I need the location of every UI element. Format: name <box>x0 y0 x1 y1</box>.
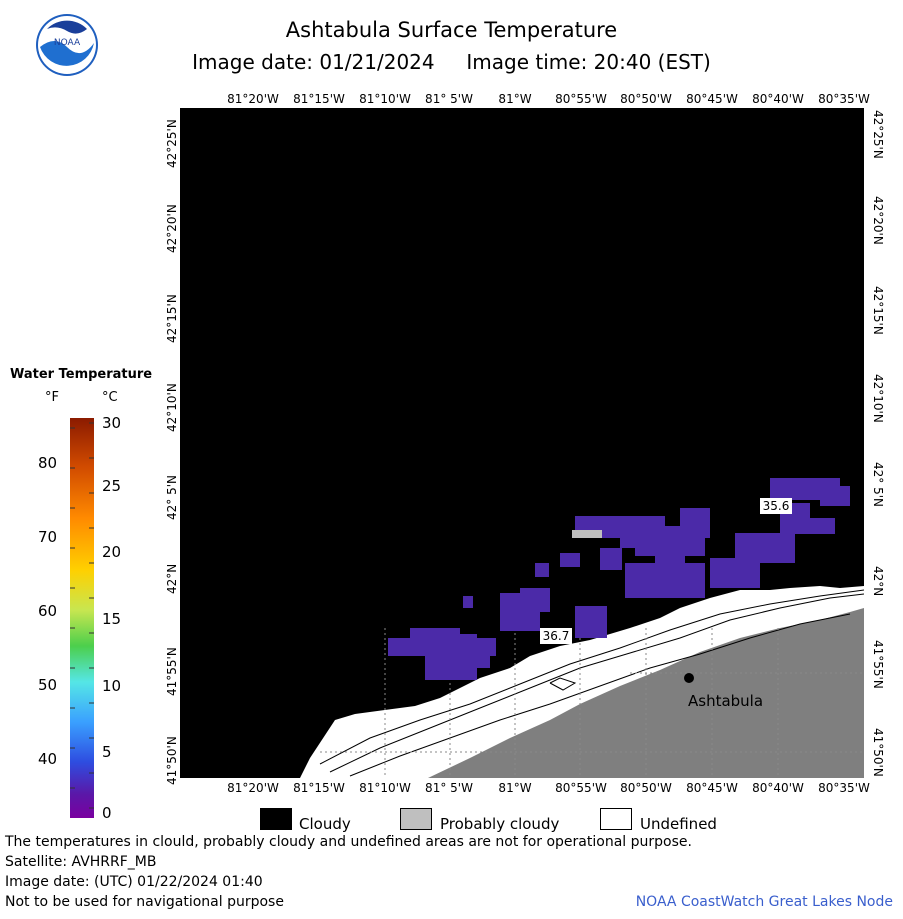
lat-label: 42°15'N <box>871 286 885 335</box>
lon-label: 81°20'W <box>227 92 279 106</box>
footer-utc-date: Image date: (UTC) 01/22/2024 01:40 <box>5 874 263 890</box>
temp-label-box <box>540 628 572 644</box>
legend-c-tick: 30 <box>102 414 122 432</box>
footer-nav-warning: Not to be used for navigational purpose <box>5 894 284 910</box>
lat-label: 42°15'N <box>165 294 179 343</box>
lat-label: 41°55'N <box>165 647 179 696</box>
lat-label: 42°25'N <box>165 119 179 168</box>
lon-label: 80°35'W <box>818 781 870 795</box>
image-datetime: Image date: 01/21/2024 Image time: 20:40… <box>192 50 711 74</box>
legend-c-tick: 25 <box>102 477 122 495</box>
lon-label: 80°45'W <box>686 781 738 795</box>
noaa-logo: NOAA <box>35 13 99 77</box>
legend-f-tick: 50 <box>38 676 58 694</box>
undefined-swatch <box>600 808 632 830</box>
legend-c-tick: 10 <box>102 677 122 695</box>
page-title: Ashtabula Surface Temperature <box>285 18 618 42</box>
lon-label: 80°50'W <box>620 92 672 106</box>
legend-unit-c: °C <box>102 390 118 405</box>
temperature-map: 35.6 36.7 Ashtabula <box>180 108 865 778</box>
lon-label: 80°40'W <box>752 781 804 795</box>
lat-label: 41°50'N <box>165 736 179 785</box>
lon-label: 81°W <box>498 781 532 795</box>
lat-label: 42°N <box>871 566 885 597</box>
lon-label: 81° 5'W <box>425 781 473 795</box>
lat-label: 42°10'N <box>165 383 179 432</box>
logo-text: NOAA <box>54 38 81 48</box>
probably-cloudy-area <box>572 530 602 538</box>
lon-label: 81° 5'W <box>425 92 473 106</box>
color-bar <box>70 418 94 818</box>
lon-label: 81°W <box>498 92 532 106</box>
lon-label: 81°20'W <box>227 781 279 795</box>
legend-c-tick: 5 <box>102 743 112 761</box>
temp-label-box <box>760 498 792 514</box>
city-marker <box>684 673 694 683</box>
lon-label: 80°35'W <box>818 92 870 106</box>
lon-label: 81°15'W <box>293 92 345 106</box>
lat-label: 41°55'N <box>871 640 885 689</box>
lon-label: 80°50'W <box>620 781 672 795</box>
legend-unit-f: °F <box>45 390 59 405</box>
lat-label: 42°20'N <box>871 196 885 245</box>
footer-note: The temperatures in clould, probably clo… <box>5 834 692 850</box>
probably-cloudy-label: Probably cloudy <box>440 815 560 833</box>
city-label: Ashtabula <box>688 692 763 710</box>
lat-label: 42° 5'N <box>165 475 179 520</box>
credit-link[interactable]: NOAA CoastWatch Great Lakes Node <box>635 894 893 910</box>
lat-label: 42°25'N <box>871 110 885 159</box>
lon-label: 80°55'W <box>555 92 607 106</box>
cold-water-patches <box>388 478 850 680</box>
legend-c-tick: 0 <box>102 804 112 822</box>
cloudy-label: Cloudy <box>299 815 351 833</box>
temp-label: 35.6 <box>763 499 790 513</box>
probably-cloudy-swatch <box>400 808 432 830</box>
legend-f-tick: 80 <box>38 454 58 472</box>
contour-lines <box>319 589 865 777</box>
lon-label: 80°45'W <box>686 92 738 106</box>
lon-label: 81°10'W <box>359 92 411 106</box>
lat-label: 42° 5'N <box>871 462 885 507</box>
lat-label: 41°50'N <box>871 728 885 777</box>
footer-satellite: Satellite: AVHRRF_MB <box>5 854 157 870</box>
legend-c-tick: 15 <box>102 610 122 628</box>
cloudy-swatch <box>260 808 292 830</box>
legend-f-tick: 40 <box>38 750 58 768</box>
legend-f-tick: 60 <box>38 602 58 620</box>
legend-f-tick: 70 <box>38 528 58 546</box>
lat-label: 42°N <box>165 563 179 594</box>
lat-label: 42°20'N <box>165 204 179 253</box>
temp-label: 36.7 <box>543 629 570 643</box>
lon-label: 80°55'W <box>555 781 607 795</box>
lon-label: 81°15'W <box>293 781 345 795</box>
lon-label: 80°40'W <box>752 92 804 106</box>
undefined-label: Undefined <box>640 815 717 833</box>
lat-label: 42°10'N <box>871 374 885 423</box>
legend-title: Water Temperature <box>10 367 153 382</box>
legend-c-tick: 20 <box>102 543 122 561</box>
lon-label: 81°10'W <box>359 781 411 795</box>
